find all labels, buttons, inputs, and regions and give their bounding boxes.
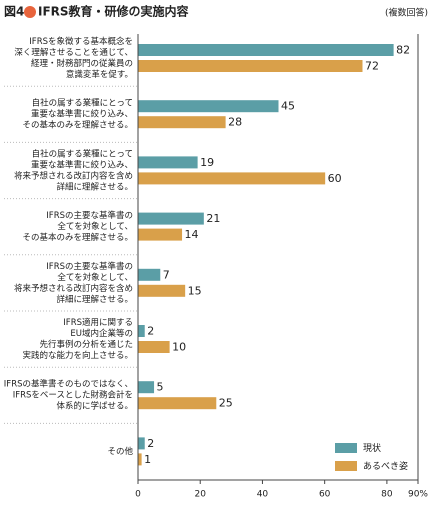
category-label: IFRSの主要な基準書の	[46, 261, 133, 272]
chart-subtitle: (複数回答)	[385, 7, 428, 19]
value-label: 2	[147, 437, 154, 450]
value-label: 10	[172, 341, 186, 354]
category-label: 将来予想される改訂内容を含め	[14, 283, 133, 294]
category-label: IFRSを象徴する基本概念を	[29, 36, 133, 47]
bar	[138, 381, 155, 394]
x-tick-label: 40	[257, 490, 269, 500]
category-label: 体系的に学ばせる。	[56, 401, 133, 412]
category-label: 自社の属する業種にとって	[32, 148, 133, 159]
bar	[138, 60, 363, 72]
bar	[138, 437, 145, 450]
bar	[138, 397, 217, 410]
category-label: 自社の属する業種にとって	[32, 98, 133, 109]
value-label: 82	[396, 44, 410, 57]
category-label: 経理・財務部門の従業員の	[31, 58, 133, 69]
legend-swatch	[335, 443, 357, 453]
x-tick-label: 60	[319, 490, 331, 500]
chart-title: IFRS教育・研修の実施内容	[38, 4, 189, 19]
figure-label: 図4	[4, 5, 24, 19]
bar	[138, 284, 186, 297]
category-label: 重要な基準書に絞り込み、	[31, 159, 133, 170]
value-label: 19	[200, 156, 214, 169]
category-label: その基本のみを理解させる。	[22, 120, 133, 131]
category-label: 重要な基準書に絞り込み、	[31, 109, 133, 120]
category-label: 詳細に理解させる。	[56, 294, 133, 305]
category-label: 将来予想される改訂内容を含め	[14, 170, 133, 181]
value-label: 5	[157, 381, 164, 394]
value-label: 28	[228, 116, 242, 129]
bar	[138, 212, 204, 225]
category-label: 深く理解させることを通じて、	[14, 47, 133, 58]
value-label: 7	[163, 268, 170, 281]
bar	[138, 228, 183, 241]
value-label: 25	[219, 397, 233, 410]
category-label: 先行事例の分析を通じた	[39, 339, 133, 350]
category-label: 全てを対象として、	[57, 272, 133, 283]
category-label: 意識変革を促す。	[66, 69, 133, 80]
x-tick-label: 20	[194, 490, 206, 500]
category-label: その他	[107, 446, 133, 457]
legend-label: あるべき姿	[363, 460, 408, 472]
value-label: 2	[147, 325, 154, 338]
bar	[138, 325, 145, 337]
bar	[138, 100, 279, 113]
category-label: IFRSの基準書そのものではなく、	[4, 379, 133, 390]
bar	[138, 172, 326, 185]
value-label: 15	[188, 284, 202, 297]
title-bullet	[24, 6, 36, 18]
bar	[138, 156, 198, 169]
legend-swatch	[335, 461, 357, 471]
category-label: 実践的な能力を向上させる。	[22, 350, 133, 361]
x-tick-label: 80	[381, 490, 393, 500]
x-tick-label: 90%	[408, 490, 428, 500]
category-label: IFRS適用に関する	[63, 317, 133, 328]
bar	[138, 268, 161, 281]
bar	[138, 116, 226, 129]
category-label: IFRSをベースとした財務会計を	[13, 390, 133, 401]
category-label: 詳細に理解させる。	[56, 181, 133, 192]
category-label: その基本のみを理解させる。	[22, 232, 133, 243]
value-label: 21	[206, 212, 220, 225]
value-label: 60	[328, 172, 342, 185]
value-label: 72	[365, 60, 379, 73]
bar	[138, 453, 142, 466]
value-label: 45	[281, 100, 295, 113]
category-label: EU域内企業等の	[70, 328, 133, 339]
legend-label: 現状	[363, 442, 381, 454]
bar	[138, 44, 394, 56]
bar	[138, 341, 170, 353]
category-label: IFRSの主要な基準書の	[46, 210, 133, 221]
category-label: 全てを対象として、	[57, 221, 133, 232]
value-label: 14	[185, 228, 199, 241]
x-tick-label: 0	[135, 490, 141, 500]
value-label: 1	[144, 453, 151, 466]
